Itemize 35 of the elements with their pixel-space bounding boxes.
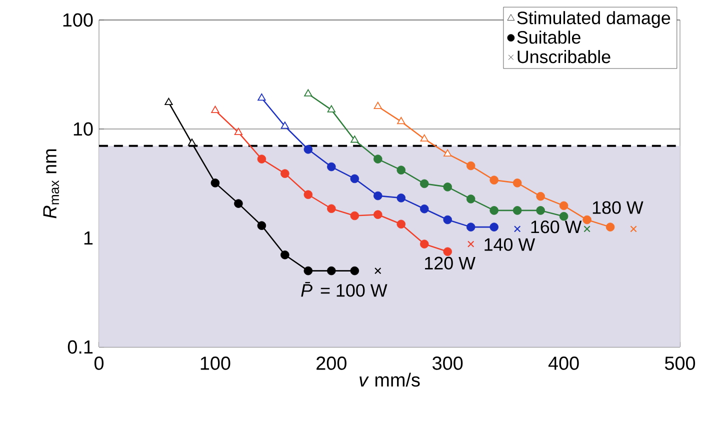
legend-label: Stimulated damage [517, 11, 670, 28]
y-tick-label: 10 [74, 122, 93, 136]
x-tick-label: 300 [432, 356, 463, 370]
series-label: 180 W [592, 201, 644, 214]
series-label: 160 W [531, 220, 582, 234]
point [327, 105, 336, 112]
x-tick-label: 400 [548, 356, 579, 370]
series-label: P̄ = 100 W [301, 282, 388, 297]
legend-label: Suitable [517, 30, 580, 44]
point [420, 134, 428, 142]
point [280, 122, 289, 129]
legend-label: Unscribable [518, 50, 610, 64]
point [444, 149, 452, 157]
x-axis-title: v mm/s [360, 372, 420, 387]
point [397, 116, 406, 124]
point [630, 226, 637, 232]
x-tick-label: 500 [664, 356, 696, 370]
point [374, 267, 382, 274]
x-tick-label: 200 [316, 356, 346, 370]
point [211, 106, 220, 113]
y-axis-title: R$_{max}$ nm [43, 149, 60, 218]
point [374, 102, 382, 109]
point [164, 98, 173, 106]
y-tick-label: 1 [84, 231, 93, 245]
point [350, 136, 359, 143]
series-label: 120 W [425, 256, 476, 270]
point [304, 89, 312, 96]
x-tick-label: 100 [200, 356, 230, 370]
y-tick-label: 100 [63, 13, 93, 27]
point [234, 128, 243, 135]
y-tick-label: 0.1 [68, 340, 93, 354]
point [258, 93, 266, 101]
x-tick-label: 0 [94, 356, 104, 370]
point [188, 138, 196, 146]
series-label: 140 W [484, 238, 536, 251]
